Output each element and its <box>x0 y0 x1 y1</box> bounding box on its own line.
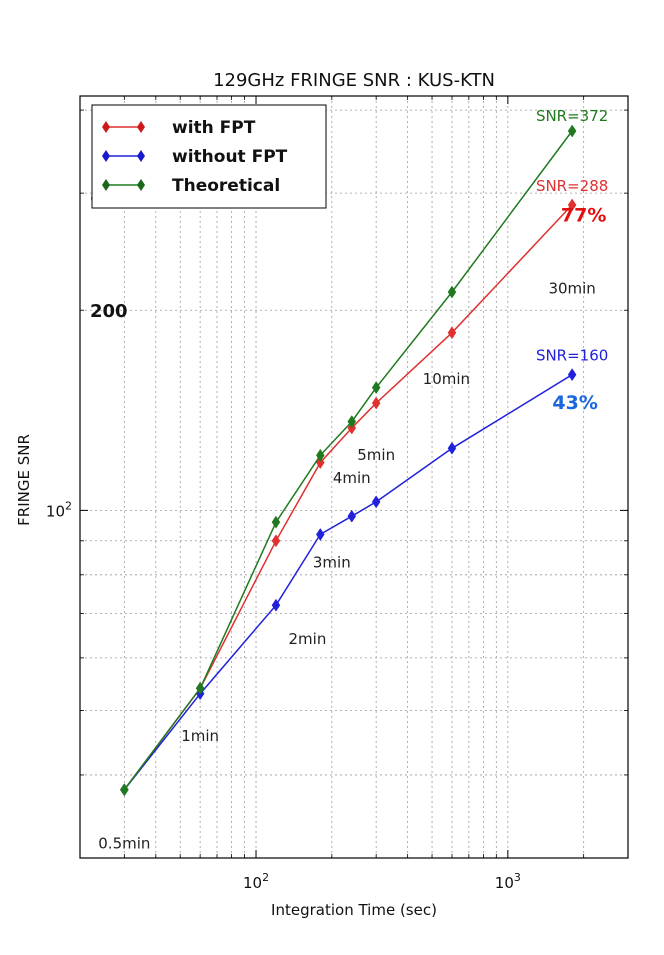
chart-annotation: 4min <box>333 469 371 487</box>
legend-marker-theoretical-end <box>137 179 145 191</box>
legend-marker-without-fpt-end <box>137 150 145 162</box>
data-point-series-1 <box>347 509 357 523</box>
chart-annotation: 77% <box>561 204 606 226</box>
legend-marker-theoretical <box>102 179 110 191</box>
series-line-1 <box>123 374 573 791</box>
series-lines <box>120 124 577 797</box>
grid-lines <box>80 96 628 858</box>
series-line-0 <box>123 204 573 791</box>
chart-title: 129GHz FRINGE SNR : KUS-KTN <box>213 70 495 91</box>
legend-label-with-fpt: with FPT <box>172 118 256 138</box>
data-point-series-0 <box>567 198 577 212</box>
chart-annotation: 3min <box>313 554 351 572</box>
y-extra-label: 200 <box>90 301 128 322</box>
axis-ticks: 102103102300200 <box>46 96 628 892</box>
data-point-series-0 <box>371 396 381 410</box>
data-point-series-2 <box>447 285 457 299</box>
data-point-series-2 <box>316 448 325 462</box>
data-point-series-0 <box>447 326 457 340</box>
legend-entry-theoretical: Theoretical <box>102 176 280 196</box>
chart-annotation: 10min <box>423 370 470 388</box>
series-line-2 <box>123 130 573 791</box>
chart-annotation: 5min <box>357 446 395 464</box>
data-point-series-1 <box>316 527 325 541</box>
legend: with FPT without FPT Theoretical <box>91 104 327 209</box>
legend-marker-without-fpt <box>102 150 110 162</box>
data-point-series-0 <box>271 534 281 548</box>
plot-frame <box>79 95 629 859</box>
data-point-series-2 <box>195 681 205 695</box>
x-tick-label: 103 <box>495 871 521 892</box>
y-tick-label: 102 <box>46 499 72 520</box>
data-point-series-2 <box>271 515 281 529</box>
chart-annotation: 2min <box>289 630 327 648</box>
chart-annotation: 0.5min <box>98 835 150 853</box>
legend-label-without-fpt: without FPT <box>172 147 288 167</box>
data-point-series-1 <box>447 441 457 455</box>
legend-marker-with-fpt <box>102 121 110 133</box>
legend-marker-with-fpt-end <box>137 121 145 133</box>
data-point-series-1 <box>371 495 381 509</box>
chart-annotation: SNR=288 <box>536 177 608 195</box>
legend-entry-with-fpt: with FPT <box>102 118 256 138</box>
annotations: 0.5min 1min 2min 3min 4min 5min 10min 30min SNR=… <box>98 107 608 852</box>
data-point-series-1 <box>567 368 577 382</box>
chart-annotation: 1min <box>181 727 219 745</box>
y-axis-label: FRINGE SNR <box>15 434 33 526</box>
data-point-series-2 <box>120 783 129 797</box>
data-point-series-2 <box>567 124 577 138</box>
legend-label-theoretical: Theoretical <box>172 176 280 196</box>
chart-annotation: SNR=160 <box>536 347 608 365</box>
chart-annotation: 43% <box>552 392 597 414</box>
data-point-series-2 <box>347 415 357 429</box>
legend-entry-without-fpt: without FPT <box>102 147 288 167</box>
chart-annotation: SNR=372 <box>536 107 608 125</box>
chart-annotation: 30min <box>548 279 595 297</box>
x-axis-label: Integration Time (sec) <box>271 901 437 919</box>
x-tick-label: 102 <box>243 871 269 892</box>
data-point-series-1 <box>271 598 281 612</box>
data-point-series-2 <box>371 381 381 395</box>
